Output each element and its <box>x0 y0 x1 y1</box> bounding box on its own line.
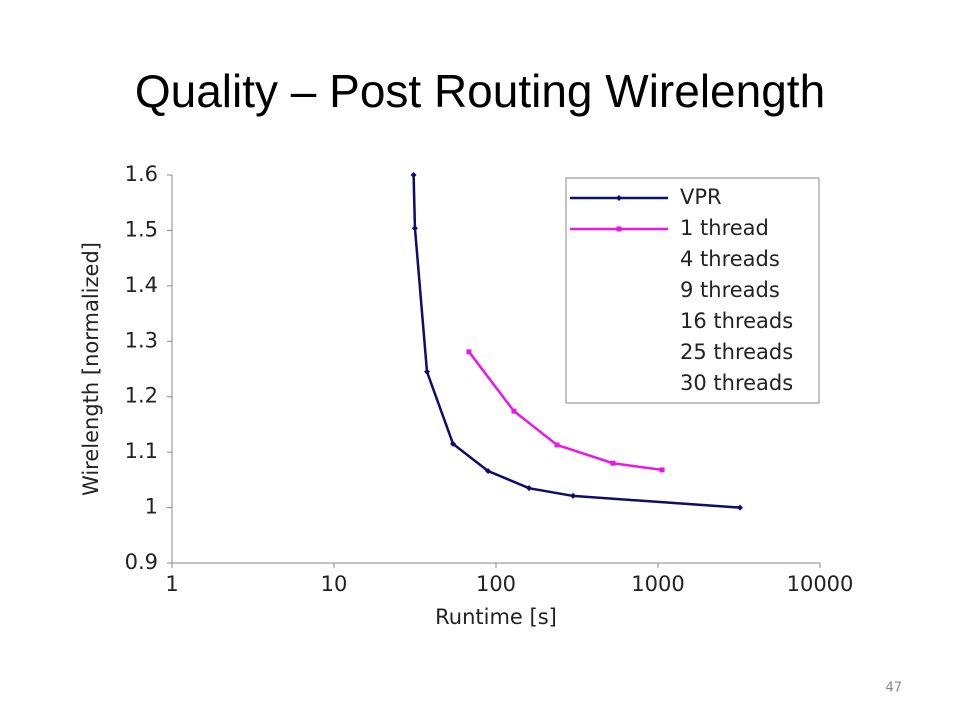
marker <box>570 492 577 499</box>
y-tick-label: 1.3 <box>125 328 158 352</box>
legend-label: 9 threads <box>680 278 780 302</box>
marker <box>411 225 418 232</box>
y-axis-title: Wirelength [normalized] <box>79 242 103 496</box>
y-tick-label: 1.1 <box>125 439 158 463</box>
y-tick-label: 1.6 <box>125 162 158 186</box>
x-tick-label: 10000 <box>787 572 854 596</box>
x-tick-label: 1000 <box>631 572 684 596</box>
marker <box>466 349 472 355</box>
legend-label: 1 thread <box>680 216 769 240</box>
marker <box>554 442 560 448</box>
x-tick-label: 1 <box>165 572 178 596</box>
marker <box>423 368 430 375</box>
legend-marker <box>616 226 622 232</box>
marker <box>610 460 616 466</box>
legend-label: 16 threads <box>680 309 793 333</box>
marker <box>659 467 665 473</box>
marker <box>511 408 517 414</box>
page-number: 47 <box>885 681 902 696</box>
x-axis-title: Runtime [s] <box>435 605 557 629</box>
y-tick-label: 1.5 <box>125 217 158 241</box>
y-tick-label: 1.2 <box>125 384 158 408</box>
legend-label: 4 threads <box>680 247 780 271</box>
legend-label: VPR <box>680 185 722 209</box>
legend-label: 30 threads <box>680 371 793 395</box>
marker <box>450 440 457 447</box>
legend-marker <box>616 195 622 201</box>
marker <box>737 504 744 511</box>
y-tick-label: 1.4 <box>125 273 158 297</box>
marker <box>526 485 533 492</box>
x-tick-label: 10 <box>321 572 348 596</box>
series-line <box>412 174 741 509</box>
x-tick-label: 100 <box>476 572 516 596</box>
slide-title: Quality – Post Routing Wirelength <box>135 65 825 117</box>
legend-label: 25 threads <box>680 340 793 364</box>
marker <box>485 467 492 474</box>
marker <box>410 172 417 178</box>
y-tick-label: 0.9 <box>125 550 158 574</box>
y-tick-label: 1 <box>145 495 158 519</box>
